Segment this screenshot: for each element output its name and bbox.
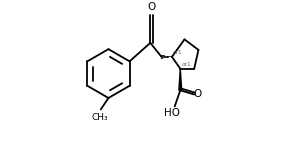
Text: CH₃: CH₃ (92, 113, 108, 122)
Text: or1: or1 (182, 62, 191, 67)
Text: O: O (193, 89, 201, 99)
Polygon shape (179, 69, 182, 90)
Text: O: O (147, 2, 155, 13)
Text: HO: HO (164, 108, 180, 118)
Text: or1: or1 (173, 50, 182, 55)
